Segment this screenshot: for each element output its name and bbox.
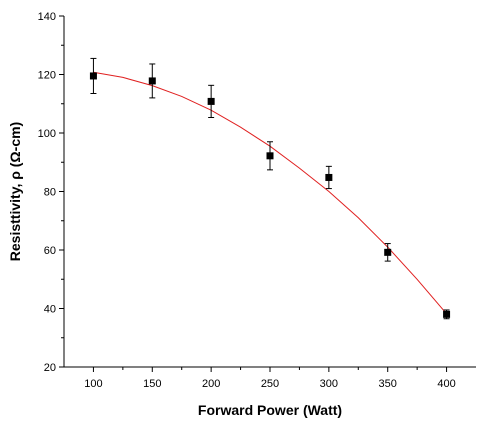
y-tick-label: 60 [44,245,56,257]
x-tick-label: 200 [202,378,220,390]
fit-curve-group [93,71,447,315]
x-axis-title: Forward Power (Watt) [198,402,342,418]
y-tick-label: 100 [38,128,56,140]
x-tick-label: 400 [437,378,455,390]
axis-ticks: 100 150 200 250 300 350 400 20 40 60 80 100 120 140 [38,11,456,390]
y-tick-label: 80 [44,187,56,199]
x-tick-label: 350 [379,378,397,390]
y-tick-label: 120 [38,70,56,82]
data-point [207,97,215,105]
data-point [266,152,274,160]
data-point [443,310,451,318]
plot-axes [63,16,476,368]
fit-curve [93,71,447,315]
data-point [325,173,333,181]
x-tick-label: 300 [320,378,338,390]
y-tick-label: 140 [38,11,56,23]
y-tick-label: 20 [44,362,56,374]
x-tick-label: 250 [261,378,279,390]
x-tick-label: 150 [143,378,161,390]
y-axis-title: Resisttivity, ρ (Ω-cm) [7,122,23,261]
data-point [148,77,156,85]
data-points [89,72,451,318]
error-bars [90,57,450,320]
data-point [384,248,392,256]
y-tick-label: 40 [44,304,56,316]
x-tick-label: 100 [84,378,102,390]
data-point [89,72,97,80]
